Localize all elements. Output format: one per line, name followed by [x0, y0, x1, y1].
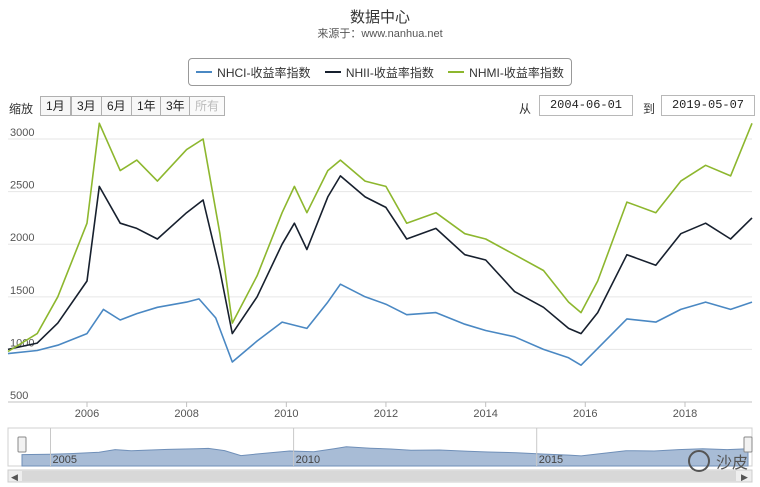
navigator-panel [7, 427, 753, 467]
navigator-handle-left [17, 436, 27, 453]
watermark-text: 沙皮 [715, 455, 748, 472]
zoom-3y-button[interactable]: 3年 [160, 96, 191, 116]
plot-area [8, 118, 752, 402]
series-line-nhii [7, 175, 753, 351]
legend: NHCI-收益率指数 NHII-收益率指数 NHMI-收益率指数 [188, 58, 572, 86]
scrollbar-right-arrow: ▶ [741, 472, 748, 482]
y-tick-label: 1500 [10, 285, 34, 297]
y-tick-label: 1000 [10, 337, 34, 349]
legend-swatch-nhmi [448, 71, 465, 73]
x-tick-label: 2018 [673, 408, 697, 420]
zoom-all-button[interactable]: 所有 [189, 96, 226, 116]
zoom-6m-button[interactable]: 6月 [101, 96, 132, 116]
chart-title: 数据中心 [349, 9, 410, 26]
legend-item-nhmi[interactable]: NHMI-收益率指数 [448, 64, 564, 81]
chart-subtitle: 来源于：www.nanhua.net [317, 28, 443, 40]
legend-label-nhci: NHCI-收益率指数 [217, 65, 311, 80]
range-from-input[interactable]: 2004-06-01 [539, 95, 633, 116]
legend-label-nhmi: NHMI-收益率指数 [469, 65, 564, 80]
x-tick-label: 2010 [274, 408, 298, 420]
range-to-input[interactable]: 2019-05-07 [661, 95, 755, 116]
y-tick-label: 500 [10, 390, 28, 402]
zoom-label: 缩放 [9, 102, 34, 116]
scrollbar-track [7, 469, 753, 483]
zoom-1m-button[interactable]: 1月 [40, 96, 71, 116]
legend-item-nhii[interactable]: NHII-收益率指数 [324, 64, 434, 81]
range-from-label: 从 [519, 102, 532, 116]
y-tick-label: 2500 [10, 180, 34, 192]
legend-item-nhci[interactable]: NHCI-收益率指数 [196, 64, 311, 81]
x-tick-label: 2012 [374, 408, 398, 420]
watermark: 沙皮 [687, 449, 748, 473]
legend-label-nhii: NHII-收益率指数 [345, 65, 434, 80]
navigator-year-label: 2015 [539, 454, 563, 466]
scrollbar-left-arrow: ◀ [11, 472, 18, 482]
x-tick-label: 2008 [174, 408, 198, 420]
y-tick-label: 2000 [10, 232, 34, 244]
legend-swatch-nhci [196, 71, 213, 73]
series-line-nhmi [7, 122, 753, 353]
x-tick-label: 2006 [75, 408, 99, 420]
x-tick-label: 2014 [473, 408, 497, 420]
navigator-series [21, 446, 749, 467]
series-line-nhci [7, 283, 753, 366]
wechat-icon [687, 450, 710, 472]
y-tick-label: 3000 [10, 127, 34, 139]
zoom-3m-button[interactable]: 3月 [71, 96, 102, 116]
x-tick-label: 2016 [573, 408, 597, 420]
range-to-label: 到 [643, 102, 656, 116]
navigator-year-label: 2005 [52, 454, 76, 466]
legend-swatch-nhii [324, 71, 341, 73]
navigator-year-label: 2010 [296, 454, 320, 466]
zoom-1y-button[interactable]: 1年 [131, 96, 162, 116]
scrollbar-thumb [22, 471, 736, 481]
